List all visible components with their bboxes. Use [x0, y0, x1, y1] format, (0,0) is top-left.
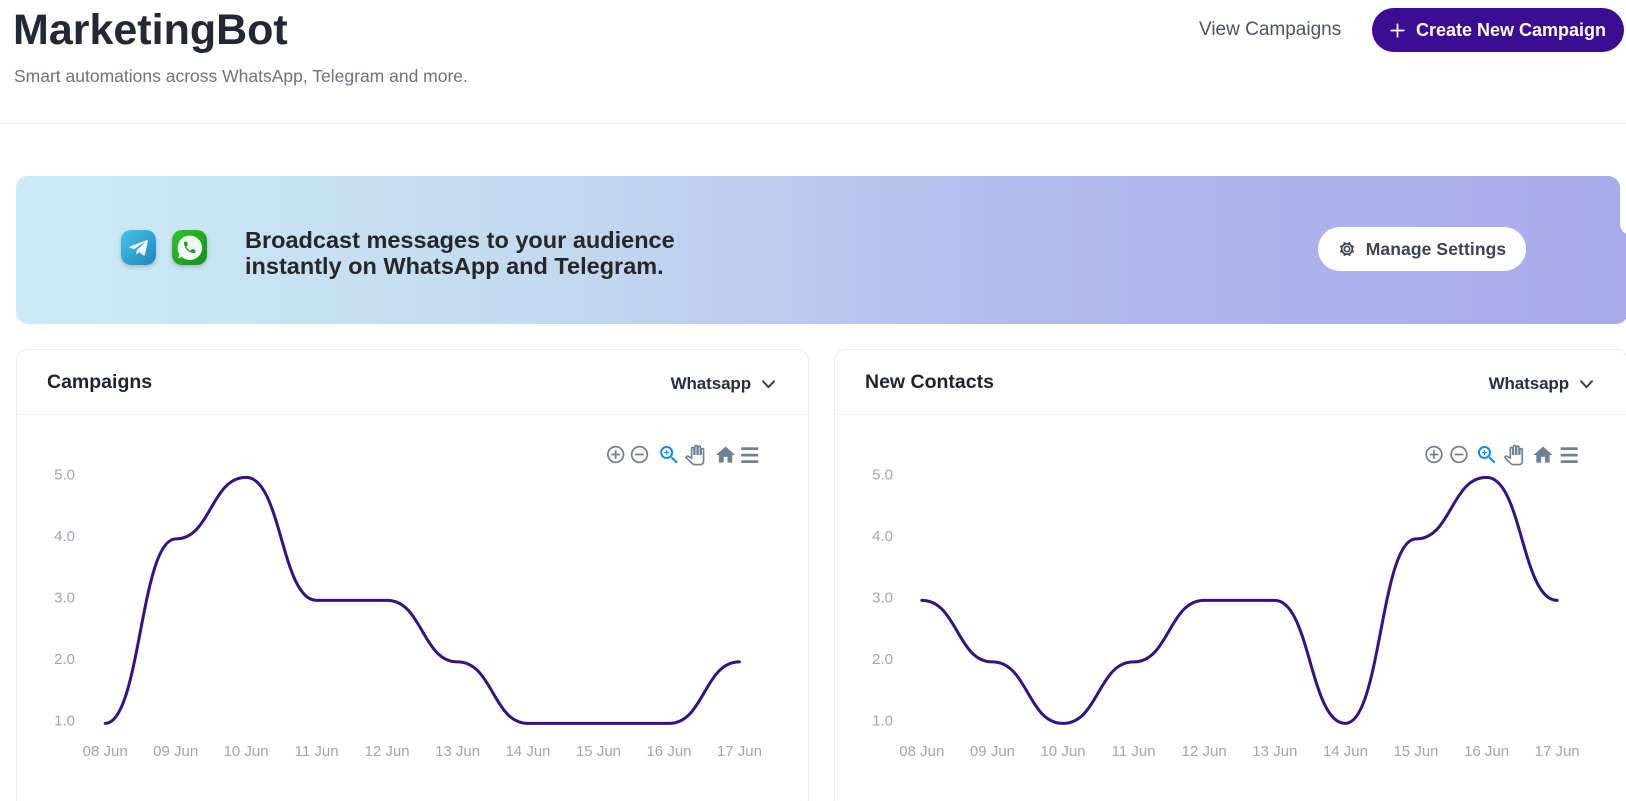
- svg-text:5.0: 5.0: [54, 467, 75, 484]
- svg-text:13 Jun: 13 Jun: [435, 743, 480, 760]
- svg-text:17 Jun: 17 Jun: [717, 743, 762, 760]
- svg-text:14 Jun: 14 Jun: [1323, 743, 1368, 760]
- svg-text:14 Jun: 14 Jun: [505, 743, 550, 760]
- svg-text:08 Jun: 08 Jun: [899, 743, 944, 760]
- svg-text:09 Jun: 09 Jun: [970, 743, 1015, 760]
- svg-text:10 Jun: 10 Jun: [1040, 743, 1085, 760]
- svg-text:3.0: 3.0: [872, 590, 893, 607]
- svg-text:12 Jun: 12 Jun: [365, 743, 410, 760]
- svg-text:4.0: 4.0: [872, 528, 893, 545]
- svg-text:2.0: 2.0: [54, 651, 75, 668]
- svg-text:4.0: 4.0: [54, 528, 75, 545]
- svg-text:11 Jun: 11 Jun: [1112, 743, 1156, 760]
- svg-text:15 Jun: 15 Jun: [1393, 743, 1438, 760]
- svg-text:1.0: 1.0: [872, 713, 893, 730]
- svg-text:13 Jun: 13 Jun: [1252, 743, 1297, 760]
- svg-text:3.0: 3.0: [54, 590, 75, 607]
- svg-text:5.0: 5.0: [872, 467, 893, 484]
- svg-text:16 Jun: 16 Jun: [646, 743, 691, 760]
- svg-text:10 Jun: 10 Jun: [224, 743, 269, 760]
- svg-text:11 Jun: 11 Jun: [295, 743, 339, 760]
- svg-text:16 Jun: 16 Jun: [1464, 743, 1509, 760]
- svg-text:09 Jun: 09 Jun: [153, 743, 198, 760]
- svg-text:12 Jun: 12 Jun: [1182, 743, 1227, 760]
- svg-text:08 Jun: 08 Jun: [83, 743, 128, 760]
- svg-text:15 Jun: 15 Jun: [576, 743, 621, 760]
- svg-text:17 Jun: 17 Jun: [1535, 743, 1580, 760]
- svg-text:1.0: 1.0: [54, 713, 75, 730]
- svg-text:2.0: 2.0: [872, 651, 893, 668]
